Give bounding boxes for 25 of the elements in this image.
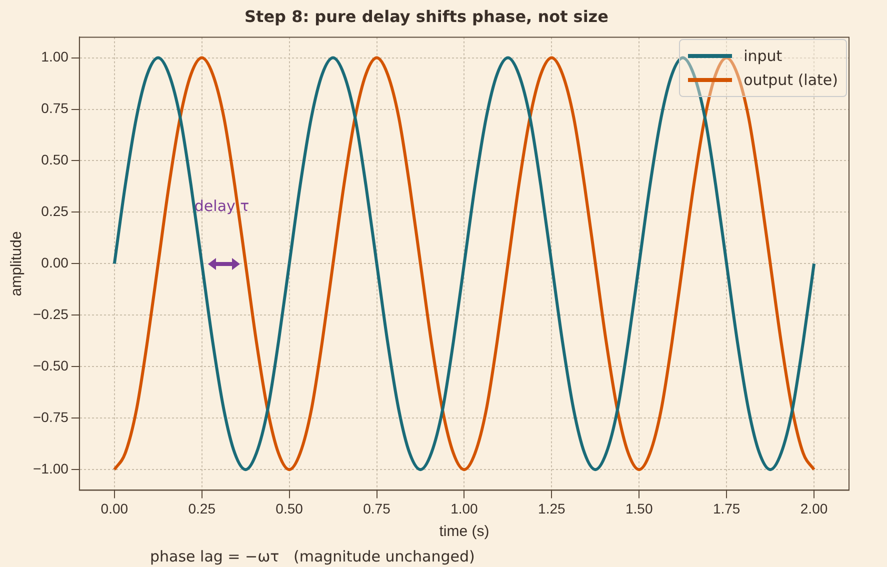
- x-tick-label: 0.00: [100, 500, 128, 516]
- y-tick-label: 0.25: [41, 203, 69, 220]
- chart-title: Step 8: pure delay shifts phase, not size: [244, 6, 609, 26]
- y-tick-label: −0.75: [32, 408, 69, 425]
- y-tick-label: 0.00: [41, 254, 69, 271]
- y-tick-label: −0.50: [32, 358, 69, 374]
- legend-label: output (late): [744, 71, 838, 90]
- x-tick-label: 1.50: [625, 500, 653, 516]
- x-tick-label: 1.00: [450, 500, 478, 516]
- x-tick-label: 2.00: [800, 500, 828, 516]
- annotation: delay τ: [194, 196, 250, 215]
- y-tick-label: 0.50: [41, 152, 69, 168]
- text: phase lag = −ωτ (magnitude unchanged): [150, 547, 475, 566]
- x-tick-label: 0.50: [276, 500, 304, 516]
- legend-label: input: [744, 47, 782, 66]
- x-tick-label: 1.75: [712, 500, 740, 516]
- y-axis-title: amplitude: [8, 231, 26, 296]
- y-tick-label: 1.00: [41, 48, 69, 65]
- x-axis-title: time (s): [439, 523, 490, 540]
- x-tick-label: 1.25: [538, 500, 566, 516]
- x-tick-label: 0.25: [188, 500, 216, 516]
- x-tick-label: 0.75: [363, 500, 391, 516]
- y-tick-label: −1.00: [32, 460, 69, 476]
- y-tick-label: −0.25: [32, 306, 69, 322]
- y-tick-label: 0.75: [41, 100, 69, 116]
